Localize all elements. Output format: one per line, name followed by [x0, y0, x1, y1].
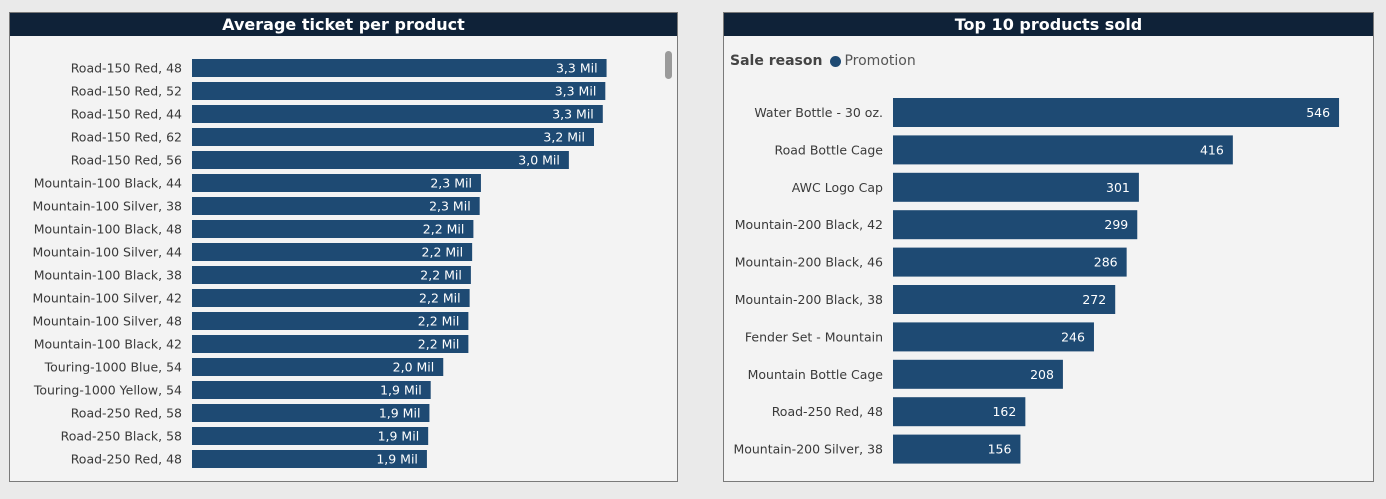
bar[interactable]: [192, 59, 607, 77]
data-label: 2,2 Mil: [418, 314, 460, 329]
data-label: 1,9 Mil: [380, 383, 422, 398]
bar[interactable]: [192, 335, 469, 353]
legend-title: Sale reason: [730, 53, 823, 69]
bar[interactable]: [192, 243, 473, 261]
bar[interactable]: [192, 266, 471, 284]
data-label: 2,2 Mil: [419, 291, 461, 306]
data-label: 3,2 Mil: [543, 130, 585, 145]
data-label: 156: [988, 442, 1012, 457]
category-label: Mountain-100 Silver, 38: [32, 199, 182, 214]
category-label: Road-150 Red, 52: [71, 84, 182, 99]
bar[interactable]: [192, 404, 430, 422]
data-label: 1,9 Mil: [376, 452, 418, 467]
average-ticket-chart: Road-150 Red, 48 3,3 Mil Road-150 Red, 52 3…: [32, 59, 607, 468]
category-label: Road-150 Red, 62: [71, 130, 182, 145]
bar[interactable]: [192, 128, 594, 146]
category-label: Touring-1000 Blue, 54: [44, 360, 182, 375]
average-ticket-panel: Average ticket per product Road-150 Red,…: [9, 12, 678, 482]
category-label: Mountain-200 Black, 46: [735, 255, 883, 270]
category-label: Mountain-200 Black, 38: [735, 292, 883, 307]
category-label: Road-150 Red, 56: [71, 153, 182, 168]
bar[interactable]: [893, 397, 1026, 427]
category-label: Mountain-100 Silver, 44: [32, 245, 182, 260]
data-label: 286: [1094, 255, 1118, 270]
data-label: 3,3 Mil: [556, 61, 598, 76]
bar[interactable]: [893, 210, 1138, 240]
bar[interactable]: [192, 427, 429, 445]
data-label: 2,2 Mil: [418, 337, 460, 352]
top-products-panel: Top 10 products sold Sale reason Promoti…: [723, 12, 1374, 482]
bar[interactable]: [893, 322, 1094, 352]
data-label: 246: [1061, 329, 1085, 344]
data-label: 299: [1104, 217, 1128, 232]
legend-dot-icon: [830, 55, 842, 67]
category-label: Mountain-100 Silver, 42: [32, 291, 182, 306]
category-label: Road-250 Red, 48: [71, 452, 182, 467]
category-label: Water Bottle - 30 oz.: [754, 105, 883, 120]
legend: Sale reason Promotion: [730, 51, 916, 71]
category-label: Road-150 Red, 48: [71, 61, 182, 76]
data-label: 2,2 Mil: [420, 268, 462, 283]
data-label: 2,0 Mil: [393, 360, 435, 375]
category-label: Road-150 Red, 44: [71, 107, 182, 122]
bar[interactable]: [893, 247, 1127, 277]
bar[interactable]: [893, 98, 1340, 127]
data-label: 162: [992, 404, 1016, 419]
bar[interactable]: [192, 82, 606, 100]
data-label: 2,2 Mil: [422, 245, 464, 260]
bar[interactable]: [192, 174, 481, 192]
data-label: 1,9 Mil: [379, 406, 421, 421]
bar[interactable]: [893, 434, 1021, 464]
bar[interactable]: [192, 312, 469, 330]
bar[interactable]: [192, 289, 470, 307]
category-label: Mountain-100 Silver, 48: [32, 314, 182, 329]
panel-title: Average ticket per product: [10, 13, 677, 36]
data-label: 3,3 Mil: [552, 107, 594, 122]
category-label: Mountain Bottle Cage: [748, 367, 884, 382]
category-label: Mountain-100 Black, 48: [34, 222, 182, 237]
data-label: 208: [1030, 367, 1054, 382]
data-label: 1,9 Mil: [378, 429, 420, 444]
data-label: 2,3 Mil: [429, 199, 471, 214]
panel-title: Top 10 products sold: [724, 13, 1373, 36]
category-label: Mountain-100 Black, 38: [34, 268, 182, 283]
category-label: Road Bottle Cage: [774, 142, 883, 157]
data-label: 301: [1106, 180, 1130, 195]
data-label: 3,3 Mil: [555, 84, 597, 99]
bar[interactable]: [192, 151, 569, 169]
category-label: Road-250 Red, 48: [772, 404, 883, 419]
category-label: AWC Logo Cap: [792, 180, 883, 195]
bar[interactable]: [192, 105, 603, 123]
category-label: Mountain-200 Silver, 38: [733, 442, 883, 457]
category-label: Mountain-100 Black, 42: [34, 337, 182, 352]
bar[interactable]: [192, 381, 431, 399]
bar[interactable]: [893, 359, 1063, 389]
data-label: 546: [1306, 105, 1330, 120]
category-label: Mountain-100 Black, 44: [34, 176, 182, 191]
bar[interactable]: [192, 358, 444, 376]
data-label: 416: [1200, 142, 1224, 157]
data-label: 2,2 Mil: [423, 222, 465, 237]
bar[interactable]: [893, 135, 1233, 165]
bar[interactable]: [893, 172, 1139, 202]
scrollbar-thumb[interactable]: [665, 51, 672, 79]
data-label: 2,3 Mil: [430, 176, 472, 191]
bar[interactable]: [192, 220, 474, 238]
bar[interactable]: [192, 197, 480, 215]
bar[interactable]: [192, 450, 427, 468]
legend-item[interactable]: Promotion: [844, 53, 916, 69]
category-label: Mountain-200 Black, 42: [735, 217, 883, 232]
category-label: Road-250 Black, 58: [61, 429, 182, 444]
category-label: Road-250 Red, 58: [71, 406, 182, 421]
category-label: Touring-1000 Yellow, 54: [33, 383, 182, 398]
scrollbar[interactable]: [664, 49, 674, 477]
bar[interactable]: [893, 285, 1116, 314]
category-label: Fender Set - Mountain: [745, 329, 883, 344]
data-label: 3,0 Mil: [518, 153, 560, 168]
data-label: 272: [1082, 292, 1106, 307]
top-products-chart: Water Bottle - 30 oz. 546 Road Bottle Cage…: [733, 98, 1340, 464]
